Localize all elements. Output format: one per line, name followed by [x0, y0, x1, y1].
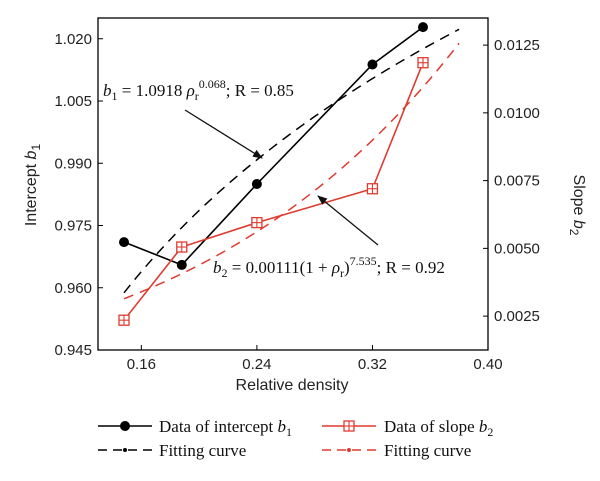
x-tick-label: 0.40 [473, 356, 502, 373]
y-right-tick-label: 0.0100 [494, 105, 540, 122]
legend: Data of intercept b1 Data of slope b2 Fi… [98, 417, 493, 460]
series-line-right [123, 62, 424, 321]
slope-data-point [417, 57, 429, 69]
slope-data-point [118, 314, 130, 326]
legend-item-slope-data: Data of slope b2 [322, 417, 493, 439]
y-left-tick-label: 0.945 [54, 342, 92, 359]
y-left-tick-label: 1.020 [54, 31, 92, 48]
axis-title-var: b [23, 150, 40, 159]
x-tick-label: 0.24 [242, 356, 271, 373]
svg-text:Data of slope b2: Data of slope b2 [384, 417, 493, 439]
axis-title-sub: 1 [29, 144, 43, 151]
x-tick-label: 0.16 [127, 356, 156, 373]
legend-item-intercept-fit: Fitting curve [98, 441, 246, 460]
intercept-data-point [251, 179, 262, 189]
y-right-axis-title: Slope b2 [567, 175, 587, 236]
y-right-title-text: Slope [570, 175, 587, 220]
legend-item-slope-fit: Fitting curve [322, 441, 471, 460]
y-right-tick-label: 0.0075 [494, 173, 540, 190]
y-left-tick-label: 0.990 [54, 155, 92, 172]
svg-text:Fitting curve: Fitting curve [384, 441, 471, 460]
slope-data-point [366, 183, 379, 195]
x-axis-title: Relative density [236, 377, 349, 394]
y-left-tick-label: 1.005 [54, 93, 92, 110]
y-right-tick-label: 0.0125 [494, 37, 540, 54]
axis-ticks: 0.16 0.24 0.32 0.40 0.945 0.960 0.975 0.990 1.00… [54, 31, 539, 373]
x-tick-label: 0.32 [358, 356, 387, 373]
slope-data-point [176, 241, 188, 253]
axis-title-sub: 2 [567, 229, 581, 236]
b2-equation: b2 = 0.00111(1 + ρr)7.535; R = 0.92 [213, 254, 445, 280]
y-left-tick-label: 0.960 [54, 280, 92, 297]
intercept-data-point [418, 22, 428, 33]
y-left-tick-label: 0.975 [54, 218, 92, 235]
y-right-tick-label: 0.0050 [494, 240, 540, 257]
fitting-curve-left [123, 28, 460, 294]
plot-frame [97, 17, 489, 351]
b1-equation: b1 = 1.0918 ρr0.068; R = 0.85 [103, 77, 294, 103]
intercept-data-point [176, 259, 187, 270]
axis-title-var: b [570, 220, 587, 229]
svg-text:Fitting curve: Fitting curve [159, 441, 246, 460]
b2-annotation-arrow [317, 195, 379, 246]
svg-text:Data of intercept b1: Data of intercept b1 [159, 417, 292, 439]
y-right-tick-label: 0.0025 [494, 308, 540, 325]
b1-annotation-arrow [184, 109, 263, 159]
data-series [118, 22, 429, 326]
intercept-data-point [367, 59, 378, 70]
legend-item-intercept-data: Data of intercept b1 [98, 417, 292, 439]
y-left-title-text: Intercept [23, 159, 40, 226]
fitting-curves [123, 28, 460, 300]
fitting-curve-right [123, 42, 460, 300]
y-left-axis-title: Intercept b1 [23, 144, 43, 227]
intercept-data-point [119, 237, 129, 248]
slope-data-point [251, 216, 263, 229]
plot-border [97, 17, 489, 351]
